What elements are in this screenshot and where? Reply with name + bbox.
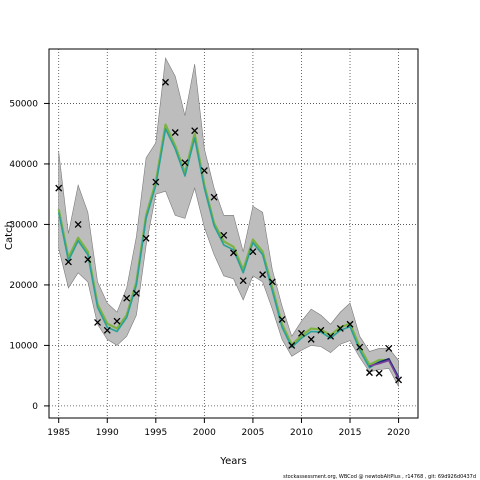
observed-point [113, 317, 121, 325]
observed-point [346, 320, 354, 328]
observed-point [74, 220, 82, 228]
x-tick-label: 1995 [144, 428, 167, 438]
confidence-band [58, 57, 399, 387]
observed-point [64, 258, 72, 266]
x-tick-label: 2000 [193, 428, 216, 438]
x-tick-label: 1990 [96, 428, 119, 438]
observed-point [181, 159, 189, 167]
y-tick-label: 40000 [9, 160, 38, 170]
observed-point [142, 234, 150, 242]
observed-point [259, 271, 267, 279]
observed-point [288, 341, 296, 349]
y-tick-label: 20000 [9, 281, 38, 291]
observed-point [220, 231, 228, 239]
observed-point [152, 178, 160, 186]
x-tick-label: 2010 [290, 428, 313, 438]
observed-point [200, 167, 208, 175]
observed-point [278, 315, 286, 323]
observed-point [171, 129, 179, 136]
observed-point [298, 329, 305, 337]
observed-point [365, 369, 373, 377]
observed-point [162, 78, 169, 86]
observed-point [191, 127, 199, 135]
y-axis-title: Catch [4, 221, 15, 250]
observed-points-group [55, 78, 403, 384]
footer-credit: stockassessment.org, WBCod @ newtobAltPl… [283, 474, 476, 480]
observed-point [317, 326, 325, 334]
plot-frame [48, 48, 419, 419]
observed-point [94, 318, 102, 326]
observed-point [230, 249, 237, 257]
observed-point [268, 278, 276, 286]
observed-point [395, 376, 403, 384]
observed-point [239, 277, 247, 285]
observed-point [210, 193, 218, 201]
y-axis-ticks: 0 10000 20000 30000 40000 50000 [9, 99, 49, 412]
observed-point [327, 332, 335, 340]
x-tick-label: 1985 [47, 428, 70, 438]
x-axis-ticks: 1985 1990 1995 2000 2005 2010 2015 2020 [47, 418, 410, 438]
x-tick-label: 2005 [241, 428, 264, 438]
observed-point [103, 326, 111, 334]
observed-point [249, 248, 257, 256]
x-tick-label: 2020 [387, 428, 410, 438]
y-tick-label: 0 [32, 402, 38, 412]
observed-point [356, 343, 364, 351]
observed-point [336, 325, 344, 332]
fitted-series-line-4 [369, 359, 400, 380]
y-tick-label: 30000 [9, 220, 38, 230]
x-axis-title: Years [219, 456, 246, 467]
confidence-band-group [58, 57, 399, 387]
observed-point [375, 369, 383, 377]
x-tick-label: 2015 [339, 428, 362, 438]
observed-point [55, 184, 63, 192]
y-tick-label: 50000 [9, 99, 38, 109]
observed-point [84, 256, 92, 263]
observed-point [385, 344, 393, 352]
observed-point [123, 294, 131, 302]
observed-point [307, 335, 315, 343]
y-tick-label: 10000 [9, 341, 38, 351]
observed-point [132, 289, 140, 297]
